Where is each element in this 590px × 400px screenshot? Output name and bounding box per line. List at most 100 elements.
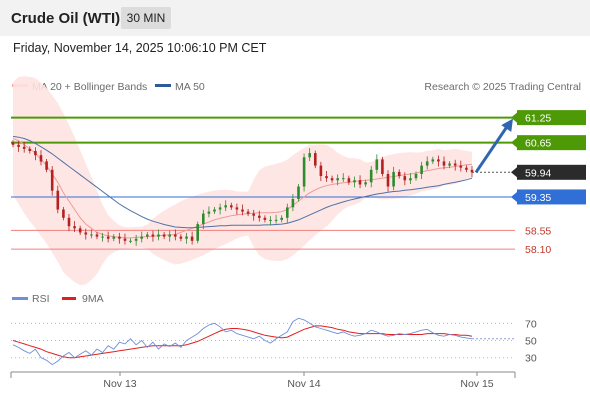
candle-body [95,234,99,237]
candle-body [386,174,390,187]
candle-body [50,169,54,191]
price-label-58.55: 58.55 [525,225,551,237]
candle-body [425,161,429,166]
candle-body [342,178,345,180]
candle-body [151,234,155,237]
candle-body [90,234,93,236]
candle-body [34,151,37,156]
candle-body [179,236,183,239]
candle-body [353,180,356,183]
candle-body [168,234,171,237]
candle-body [347,178,351,183]
candle-body [358,180,362,185]
candle-body [84,232,88,235]
candle-body [196,224,199,241]
candle-body [459,165,463,168]
candle-body [325,176,328,179]
projection-arrow-head [501,118,513,132]
candle-body [101,236,104,238]
legend-9ma-swatch [62,297,76,300]
candle-body [224,205,227,208]
candle-body [11,142,15,145]
price-label-60.65: 60.65 [525,138,551,150]
price-label-bg-59.35 [517,189,586,205]
candle-body [157,234,160,237]
candle-body [319,165,323,176]
candle-body [364,182,367,185]
legend-ma-bb-label: MA 20 + Bollinger Bands [32,81,147,93]
candle-body [140,236,143,239]
candle-body [174,234,177,237]
candle-body [56,190,60,210]
candle-body [123,238,127,241]
candle-body [263,217,267,220]
candle-body [134,238,138,241]
candle-body [207,211,211,214]
candle-body [17,144,20,147]
projection-arrow-shaft [474,125,509,174]
candle-body [22,146,26,149]
rsi-line [12,317,473,366]
candle-body [67,217,71,227]
candle-body [403,176,407,181]
candle-body [146,234,149,237]
candle-body [314,153,317,166]
copyright-text: Research © 2025 Trading Central [424,81,581,93]
candle-body [437,159,440,162]
candle-body [392,171,395,187]
candle-body [118,236,121,239]
price-label-pointer-61.25 [511,112,517,123]
timestamp: Friday, November 14, 2025 10:06:10 PM CE… [13,41,267,55]
rsi-tick-70: 70 [525,318,537,330]
candle-body [297,186,300,199]
chart-header [0,0,590,36]
candle-body [190,236,194,241]
price-label-bg-59.94 [517,164,586,180]
rsi-tick-30: 30 [525,353,537,365]
candle-body [235,207,239,210]
candle-body [185,236,188,239]
price-label-pointer-59.35 [511,191,517,202]
candle-body [431,159,435,162]
candle-body [465,167,468,170]
candle-body [129,240,132,242]
ma50-line [12,135,473,229]
candle-body [302,157,306,187]
candle-body [336,178,339,181]
legend-rsi-label: RSI [32,293,50,305]
price-label-bg-60.65 [517,135,586,151]
candle-body [369,169,373,183]
candle-body [274,219,278,221]
price-label-pointer-60.65 [511,137,517,148]
candle-body [39,155,43,162]
candle-body [409,178,412,181]
x-tick-label-0: Nov 13 [103,378,136,390]
price-label-pointer-59.94 [511,167,517,178]
candle-body [291,199,295,208]
instrument-title: Crude Oil (WTI) [11,10,121,27]
candle-body [213,209,216,212]
candle-body [420,165,423,174]
candle-body [73,226,76,229]
legend-rsi-swatch [12,297,28,300]
candle-body [442,161,446,166]
price-label-59.35: 59.35 [525,192,551,204]
candle-body [252,213,255,216]
candle-body [246,211,250,214]
candle-body [280,217,283,220]
timeframe-badge[interactable]: 30 MIN [121,7,171,29]
candle-body [258,215,261,218]
candle-body [397,171,401,177]
candle-body [330,178,334,181]
price-label-58.10: 58.10 [525,244,551,256]
candle-body [112,236,116,239]
price-label-61.25: 61.25 [525,113,551,125]
x-tick-label-2: Nov 15 [460,378,493,390]
legend-ma50-label: MA 50 [175,81,205,93]
candle-body [62,209,65,218]
candle-body [269,219,272,221]
candle-body [453,163,457,166]
candle-body [218,207,222,210]
candle-body [241,209,244,212]
